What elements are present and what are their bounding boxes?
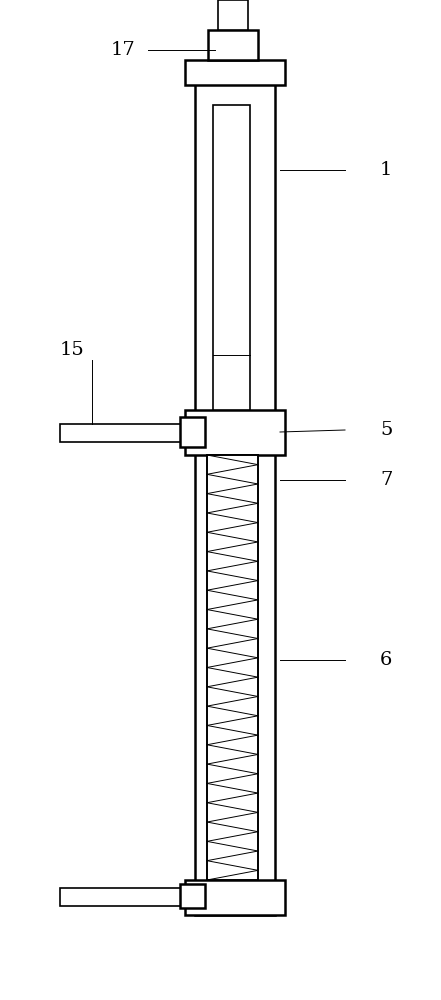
Text: 15: 15 xyxy=(60,341,85,359)
Bar xyxy=(207,455,258,880)
Text: 17: 17 xyxy=(110,41,135,59)
Bar xyxy=(185,410,285,455)
Bar xyxy=(60,888,195,906)
Text: 7: 7 xyxy=(380,471,392,489)
Bar xyxy=(185,880,285,915)
Bar xyxy=(218,0,248,30)
Bar xyxy=(60,424,195,442)
Bar xyxy=(185,60,285,85)
Text: 5: 5 xyxy=(380,421,392,439)
Bar xyxy=(213,105,250,410)
Text: 6: 6 xyxy=(380,651,392,669)
Text: 1: 1 xyxy=(380,161,392,179)
Bar xyxy=(208,30,258,60)
Bar xyxy=(195,70,275,915)
Bar xyxy=(180,417,205,447)
Bar xyxy=(180,884,205,908)
